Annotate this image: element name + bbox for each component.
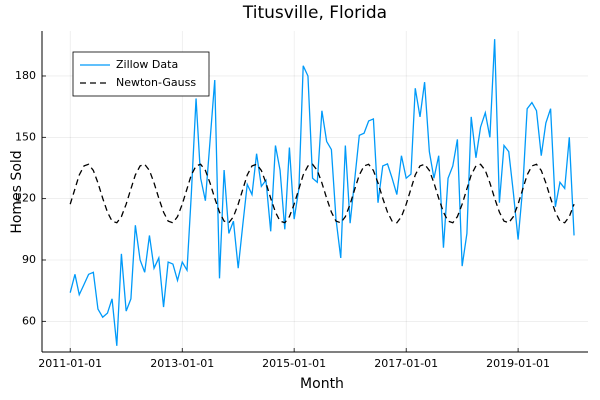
x-tick-label: 2017-01-01 (374, 357, 438, 370)
x-tick-label: 2019-01-01 (486, 357, 550, 370)
y-tick-label: 120 (15, 192, 36, 205)
x-tick-label: 2015-01-01 (262, 357, 326, 370)
series-line (69, 163, 575, 224)
legend-label: Newton-Gauss (116, 76, 196, 89)
series-line (69, 39, 575, 346)
y-tick-label: 60 (22, 314, 36, 327)
legend-label: Zillow Data (116, 58, 178, 71)
y-tick-label: 90 (22, 253, 36, 266)
chart-title: Titusville, Florida (242, 3, 387, 23)
y-tick-label: 180 (15, 69, 36, 82)
x-axis-label: Month (300, 376, 344, 392)
x-tick-label: 2011-01-01 (38, 357, 102, 370)
y-axis-label: Homes Sold (9, 150, 25, 233)
y-tick-label: 150 (15, 130, 36, 143)
x-tick-label: 2013-01-01 (150, 357, 214, 370)
legend-box (72, 51, 210, 97)
